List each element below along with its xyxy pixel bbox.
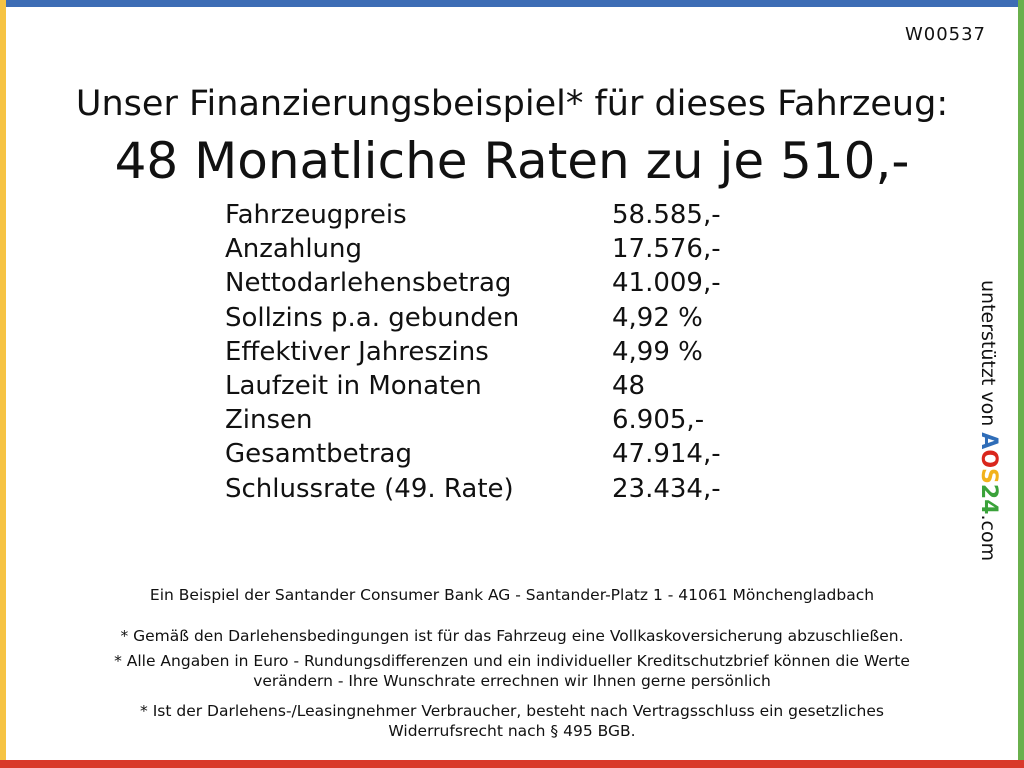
row-value: 23.434,- [612, 473, 721, 504]
row-value: 4,92 % [612, 302, 703, 333]
logo-letter: O [976, 449, 1001, 469]
left-border [0, 0, 6, 768]
row-value: 47.914,- [612, 439, 721, 470]
logo-letter: 2 [976, 483, 1001, 500]
headline: 48 Monatliche Raten zu je 510,- [114, 132, 910, 190]
logo-letter: 4 [976, 499, 1001, 515]
row-label: Zinsen [225, 405, 313, 436]
row-label: Laufzeit in Monaten [225, 371, 482, 401]
row-label: Schlussrate (49. Rate) [225, 473, 514, 504]
footer-line: * Alle Angaben in Euro - Rundungsdiffere… [114, 652, 910, 670]
row-label: Nettodarlehensbetrag [225, 268, 512, 299]
sidebar-suffix: .com [977, 514, 999, 562]
footer-line: * Ist der Darlehens-/Leasingnehmer Verbr… [140, 702, 884, 720]
logo-letter: A [976, 432, 1001, 450]
sidebar-prefix: unterstützt von [977, 280, 999, 427]
row-value: 17.576,- [612, 234, 721, 265]
title: Unser Finanzierungsbeispiel* für dieses … [75, 84, 949, 124]
row-value: 4,99 % [612, 336, 703, 367]
logo-letter: S [976, 468, 1001, 484]
vehicle-code: W00537 [904, 24, 986, 45]
sidebar: unterstützt von AOS24.com [976, 280, 1001, 561]
row-value: 48 [612, 371, 646, 401]
row-value: 41.009,- [612, 268, 721, 299]
top-border [0, 0, 1024, 7]
row-label: Effektiver Jahreszins [225, 336, 489, 367]
footer-line: Ein Beispiel der Santander Consumer Bank… [149, 586, 875, 604]
row-value: 6.905,- [612, 405, 705, 436]
right-border [1018, 0, 1024, 768]
row-label: Anzahlung [225, 234, 363, 265]
bottom-border [0, 760, 1024, 768]
row-label: Gesamtbetrag [225, 439, 412, 470]
logo: AOS24 [976, 432, 1001, 515]
footer-line: verändern - Ihre Wunschrate errechnen wi… [253, 672, 771, 690]
footer-line: Widerrufsrecht nach § 495 BGB. [388, 722, 636, 740]
footer-line: * Gemäß den Darlehensbedingungen ist für… [120, 627, 904, 645]
row-label: Sollzins p.a. gebunden [225, 302, 520, 333]
row-label: Fahrzeugpreis [225, 200, 407, 230]
row-value: 58.585,- [612, 200, 721, 230]
